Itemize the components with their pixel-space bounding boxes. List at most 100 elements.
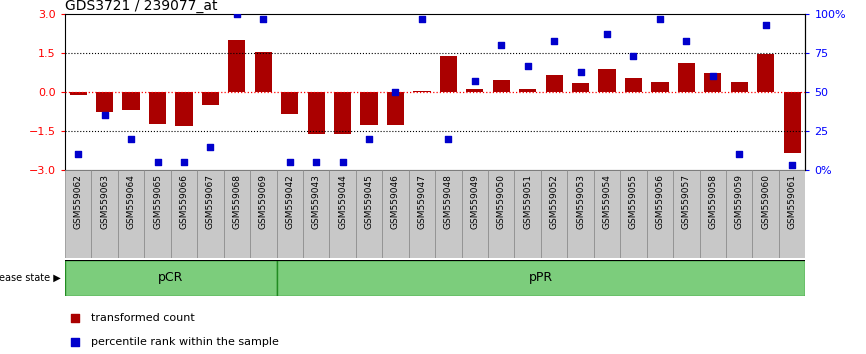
- Point: [71, 152, 85, 157]
- Bar: [678, 63, 695, 92]
- Text: GSM559054: GSM559054: [603, 174, 611, 229]
- Bar: [229, 40, 245, 92]
- Point: [759, 22, 772, 28]
- Text: GSM559044: GSM559044: [338, 174, 347, 229]
- Text: GSM559068: GSM559068: [232, 174, 242, 229]
- FancyBboxPatch shape: [223, 170, 250, 258]
- FancyBboxPatch shape: [435, 170, 462, 258]
- Text: GSM559050: GSM559050: [497, 174, 506, 229]
- Point: [415, 16, 429, 22]
- FancyBboxPatch shape: [647, 170, 673, 258]
- Point: [177, 159, 191, 165]
- Text: GSM559046: GSM559046: [391, 174, 400, 229]
- Bar: [440, 56, 457, 92]
- FancyBboxPatch shape: [753, 170, 779, 258]
- Bar: [757, 55, 774, 92]
- Text: GSM559043: GSM559043: [312, 174, 320, 229]
- Text: percentile rank within the sample: percentile rank within the sample: [91, 337, 279, 347]
- Text: GSM559064: GSM559064: [126, 174, 136, 229]
- Text: GSM559061: GSM559061: [788, 174, 797, 229]
- Point: [516, 214, 530, 219]
- FancyBboxPatch shape: [620, 170, 647, 258]
- Bar: [307, 92, 325, 133]
- Text: GSM559045: GSM559045: [365, 174, 373, 229]
- Bar: [466, 90, 483, 92]
- Text: GSM559058: GSM559058: [708, 174, 717, 229]
- Bar: [149, 92, 166, 125]
- Bar: [546, 75, 563, 92]
- Text: GSM559047: GSM559047: [417, 174, 426, 229]
- Point: [389, 89, 403, 95]
- FancyBboxPatch shape: [65, 170, 92, 258]
- FancyBboxPatch shape: [197, 170, 223, 258]
- FancyBboxPatch shape: [118, 170, 145, 258]
- Text: GSM559052: GSM559052: [550, 174, 559, 229]
- FancyBboxPatch shape: [329, 170, 356, 258]
- Text: GSM559067: GSM559067: [206, 174, 215, 229]
- FancyBboxPatch shape: [541, 170, 567, 258]
- Point: [706, 74, 720, 79]
- FancyBboxPatch shape: [276, 170, 303, 258]
- Point: [336, 159, 350, 165]
- FancyBboxPatch shape: [567, 170, 594, 258]
- Text: GSM559066: GSM559066: [179, 174, 189, 229]
- Point: [309, 159, 323, 165]
- Point: [468, 78, 481, 84]
- Point: [204, 144, 217, 149]
- FancyBboxPatch shape: [673, 170, 700, 258]
- Text: GSM559057: GSM559057: [682, 174, 691, 229]
- Bar: [202, 92, 219, 105]
- Bar: [731, 82, 748, 92]
- Point: [124, 136, 138, 142]
- Bar: [651, 82, 669, 92]
- FancyBboxPatch shape: [92, 170, 118, 258]
- Bar: [360, 92, 378, 125]
- Text: GSM559042: GSM559042: [285, 174, 294, 229]
- Text: GSM559048: GSM559048: [444, 174, 453, 229]
- Bar: [96, 92, 113, 112]
- FancyBboxPatch shape: [382, 170, 409, 258]
- Text: GSM559065: GSM559065: [153, 174, 162, 229]
- Text: GSM559053: GSM559053: [576, 174, 585, 229]
- Text: GSM559060: GSM559060: [761, 174, 770, 229]
- FancyBboxPatch shape: [65, 260, 276, 296]
- FancyBboxPatch shape: [726, 170, 753, 258]
- Text: pPR: pPR: [529, 272, 553, 284]
- FancyBboxPatch shape: [303, 170, 329, 258]
- FancyBboxPatch shape: [594, 170, 620, 258]
- Bar: [334, 92, 352, 134]
- FancyBboxPatch shape: [779, 170, 805, 258]
- Bar: [519, 90, 536, 92]
- FancyBboxPatch shape: [250, 170, 276, 258]
- FancyBboxPatch shape: [145, 170, 171, 258]
- Text: pCR: pCR: [158, 272, 184, 284]
- FancyBboxPatch shape: [276, 260, 805, 296]
- Point: [98, 113, 112, 118]
- Bar: [598, 69, 616, 92]
- Point: [600, 32, 614, 37]
- Point: [516, 2, 530, 8]
- Bar: [493, 80, 510, 92]
- FancyBboxPatch shape: [700, 170, 726, 258]
- Text: GSM559062: GSM559062: [74, 174, 82, 229]
- Text: GSM559055: GSM559055: [629, 174, 638, 229]
- Bar: [572, 83, 589, 92]
- Bar: [784, 92, 801, 153]
- Bar: [387, 92, 404, 125]
- FancyBboxPatch shape: [356, 170, 382, 258]
- Point: [573, 69, 587, 75]
- Bar: [625, 78, 642, 92]
- Point: [283, 159, 297, 165]
- Bar: [255, 52, 272, 92]
- FancyBboxPatch shape: [171, 170, 197, 258]
- Text: GSM559049: GSM559049: [470, 174, 479, 229]
- Point: [362, 136, 376, 142]
- Text: GSM559069: GSM559069: [259, 174, 268, 229]
- Point: [653, 16, 667, 22]
- Point: [494, 42, 508, 48]
- Bar: [281, 92, 298, 114]
- Text: GSM559059: GSM559059: [734, 174, 744, 229]
- Text: disease state ▶: disease state ▶: [0, 273, 61, 283]
- Bar: [122, 92, 139, 110]
- Text: GSM559056: GSM559056: [656, 174, 664, 229]
